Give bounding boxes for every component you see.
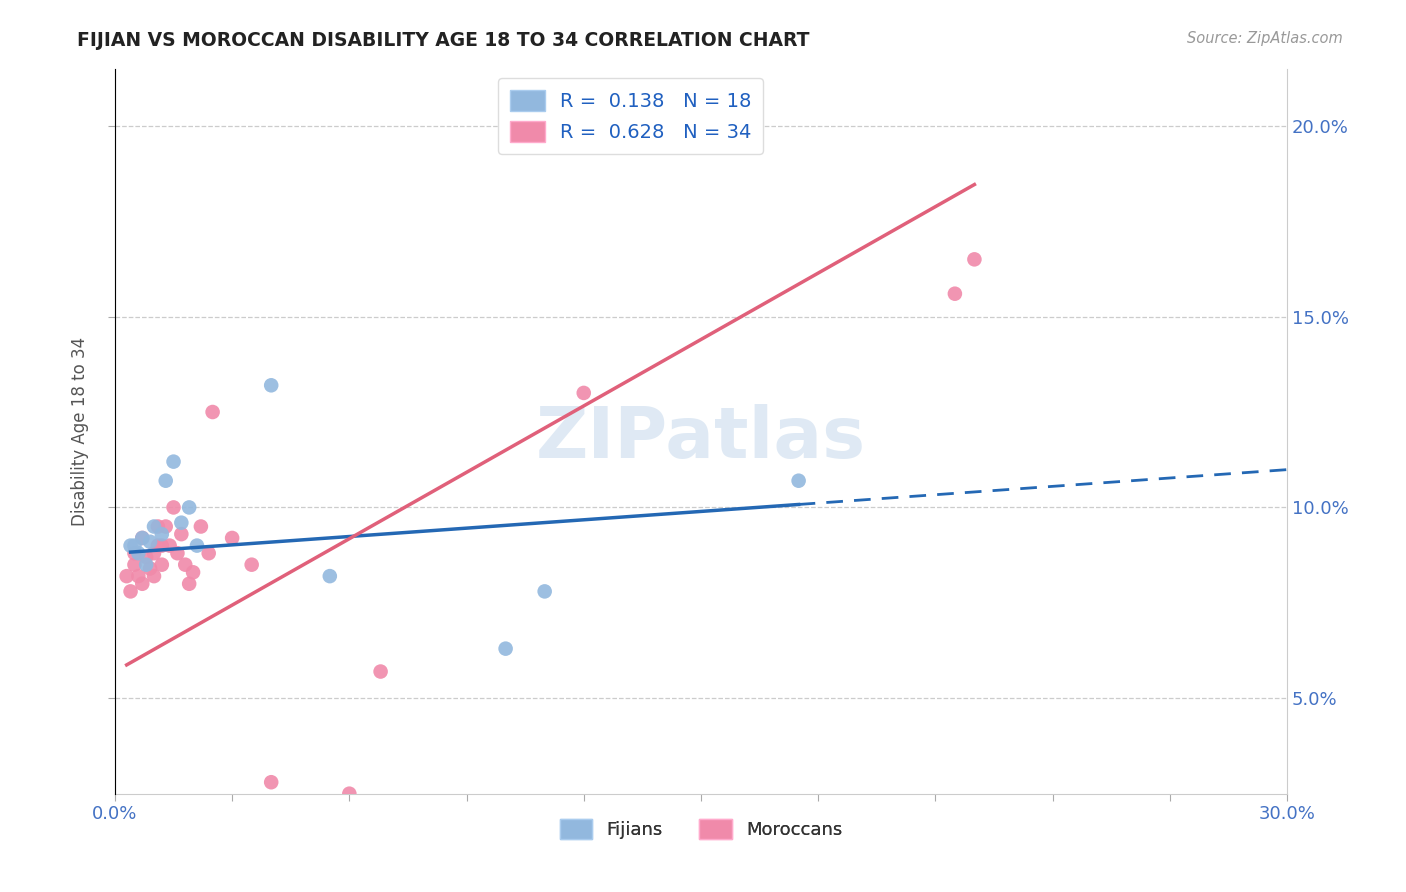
Point [943,286,966,301]
Point [370,665,392,679]
Point [155,519,177,533]
Point [179,576,201,591]
Point [260,378,283,392]
Point [201,405,224,419]
Point [319,569,342,583]
Point [260,775,283,789]
Point [120,539,142,553]
Point [150,539,173,553]
Point [197,546,219,560]
Point [162,455,184,469]
Point [495,641,517,656]
Point [143,569,166,583]
Point [159,539,181,553]
Point [155,474,177,488]
Point [131,531,153,545]
Point [124,546,146,560]
Point [181,566,204,580]
Point [572,386,595,401]
Point [170,527,193,541]
Point [170,516,193,530]
Text: ZIPatlas: ZIPatlas [536,404,866,473]
Point [127,569,149,583]
Text: Source: ZipAtlas.com: Source: ZipAtlas.com [1187,31,1343,46]
Point [131,531,153,545]
Point [787,474,810,488]
Point [174,558,197,572]
Point [115,569,138,583]
Point [166,546,188,560]
Point [124,539,146,553]
Point [186,539,208,553]
Point [150,527,173,541]
Point [190,519,212,533]
Point [120,584,142,599]
Point [146,519,169,533]
Point [221,531,243,545]
Point [127,546,149,560]
Point [139,534,162,549]
Text: FIJIAN VS MOROCCAN DISABILITY AGE 18 TO 34 CORRELATION CHART: FIJIAN VS MOROCCAN DISABILITY AGE 18 TO … [77,31,810,50]
Point [162,500,184,515]
Point [143,519,166,533]
Point [139,561,162,575]
Point [150,558,173,572]
Point [143,546,166,560]
Point [135,558,157,572]
Point [963,252,986,267]
Point [124,558,146,572]
Point [146,539,169,553]
Point [135,549,157,564]
Point [179,500,201,515]
Point [240,558,263,572]
Point [337,787,360,801]
Y-axis label: Disability Age 18 to 34: Disability Age 18 to 34 [72,336,89,525]
Point [533,584,555,599]
Point [131,576,153,591]
Legend: Fijians, Moroccans: Fijians, Moroccans [548,808,853,850]
